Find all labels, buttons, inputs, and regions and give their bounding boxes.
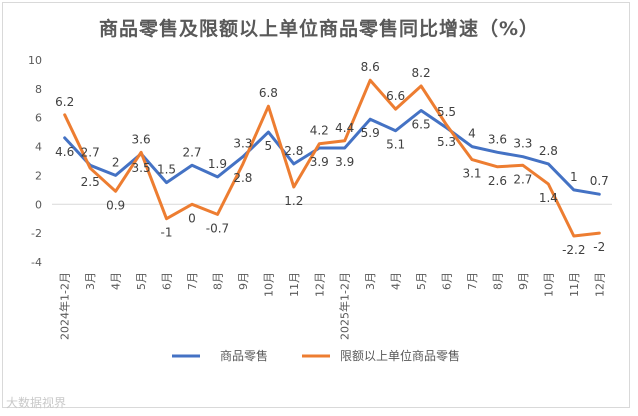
- data-label-retail: 2.7: [81, 145, 100, 159]
- data-label-retail: 5.1: [386, 138, 405, 152]
- data-label-above-quota: 4.4: [335, 121, 354, 135]
- data-label-retail: 2.7: [182, 145, 201, 159]
- data-label-retail: 0.7: [590, 174, 609, 188]
- data-label-above-quota: 2.6: [488, 174, 507, 188]
- data-label-above-quota: 6.8: [259, 86, 278, 100]
- x-tick-label: 7月: [466, 272, 479, 290]
- data-label-retail: 4.6: [55, 145, 74, 159]
- data-label-above-quota: 2.8: [233, 171, 252, 185]
- data-label-above-quota: 8.6: [361, 60, 380, 74]
- series-line-retail: [63, 109, 601, 196]
- watermark: 大数据视界: [6, 396, 67, 410]
- x-tick-label: 2025年1-2月: [338, 272, 352, 340]
- chart-frame: [2, 2, 630, 408]
- x-tick-label: 7月: [186, 272, 199, 290]
- data-label-retail: 3.3: [233, 137, 252, 151]
- data-label-above-quota: -2.2: [562, 243, 585, 257]
- data-label-retail: 5: [265, 139, 273, 153]
- x-tick-label: 4月: [110, 272, 123, 290]
- data-label-above-quota: 4.2: [310, 124, 329, 138]
- x-tick-label: 8月: [211, 272, 224, 290]
- data-label-retail: 2: [112, 155, 120, 169]
- data-label-above-quota: 2.7: [513, 172, 532, 186]
- data-label-retail: 5.3: [437, 135, 456, 149]
- y-tick-label: -2: [31, 227, 42, 240]
- y-tick-label: 2: [35, 169, 42, 182]
- x-tick-label: 11月: [288, 272, 301, 297]
- data-label-retail: 4: [468, 127, 476, 141]
- data-label-above-quota: 1.4: [539, 191, 558, 205]
- x-tick-label: 11月: [568, 272, 581, 297]
- y-tick-label: 6: [35, 112, 42, 125]
- data-label-retail: 6.5: [412, 118, 431, 132]
- data-label-above-quota: 0.9: [106, 198, 125, 212]
- x-tick-label: 2024年1-2月: [58, 272, 72, 340]
- data-label-above-quota: 6.6: [386, 89, 405, 103]
- legend-label-above-quota: 限额以上单位商品零售: [340, 348, 460, 363]
- x-tick-label: 12月: [593, 272, 606, 297]
- y-tick-label: -4: [31, 256, 42, 269]
- data-label-above-quota: 0: [188, 211, 196, 225]
- data-label-retail: 1: [570, 170, 578, 184]
- data-label-above-quota: -2: [593, 240, 605, 254]
- data-label-above-quota: 8.2: [412, 66, 431, 80]
- data-label-retail: 3.3: [513, 137, 532, 151]
- data-label-retail: 5.9: [361, 126, 380, 140]
- data-label-retail: 1.9: [208, 157, 227, 171]
- data-label-retail: 3.9: [335, 155, 354, 169]
- data-label-retail: 2.8: [539, 144, 558, 158]
- x-tick-label: 10月: [542, 272, 555, 297]
- y-tick-label: 4: [35, 141, 42, 154]
- x-tick-label: 12月: [313, 272, 326, 297]
- series-line-above-quota: [63, 78, 601, 238]
- data-label-above-quota: 6.2: [55, 95, 74, 109]
- x-tick-label: 9月: [237, 272, 250, 290]
- x-tick-label: 8月: [491, 272, 504, 290]
- x-tick-label: 10月: [262, 272, 275, 297]
- x-tick-label: 4月: [390, 272, 403, 290]
- data-label-above-quota: 3.1: [462, 167, 481, 181]
- legend-label-retail: 商品零售: [220, 348, 268, 363]
- data-label-retail: 3.5: [132, 161, 151, 175]
- y-tick-label: 0: [35, 198, 42, 211]
- x-tick-label: 6月: [161, 272, 174, 290]
- data-label-above-quota: 5.5: [437, 105, 456, 119]
- data-label-retail: 3.6: [488, 132, 507, 146]
- data-label-retail: 1.5: [157, 163, 176, 177]
- data-label-retail: 2.8: [284, 144, 303, 158]
- data-label-above-quota: 3.6: [132, 132, 151, 146]
- x-tick-label: 5月: [415, 272, 428, 290]
- y-tick-label: 10: [28, 54, 42, 67]
- data-label-retail: 3.9: [310, 155, 329, 169]
- chart-title: 商品零售及限额以上单位商品零售同比增速（%）: [98, 18, 540, 40]
- data-label-above-quota: -1: [161, 226, 173, 240]
- y-tick-label: 8: [35, 83, 42, 96]
- data-label-above-quota: 2.5: [81, 175, 100, 189]
- x-tick-label: 9月: [517, 272, 530, 290]
- data-label-above-quota: 1.2: [284, 194, 303, 208]
- x-tick-label: 3月: [84, 272, 97, 290]
- x-tick-label: 5月: [135, 272, 148, 290]
- x-tick-label: 6月: [441, 272, 454, 290]
- x-tick-label: 3月: [364, 272, 377, 290]
- data-label-above-quota: -0.7: [206, 221, 229, 235]
